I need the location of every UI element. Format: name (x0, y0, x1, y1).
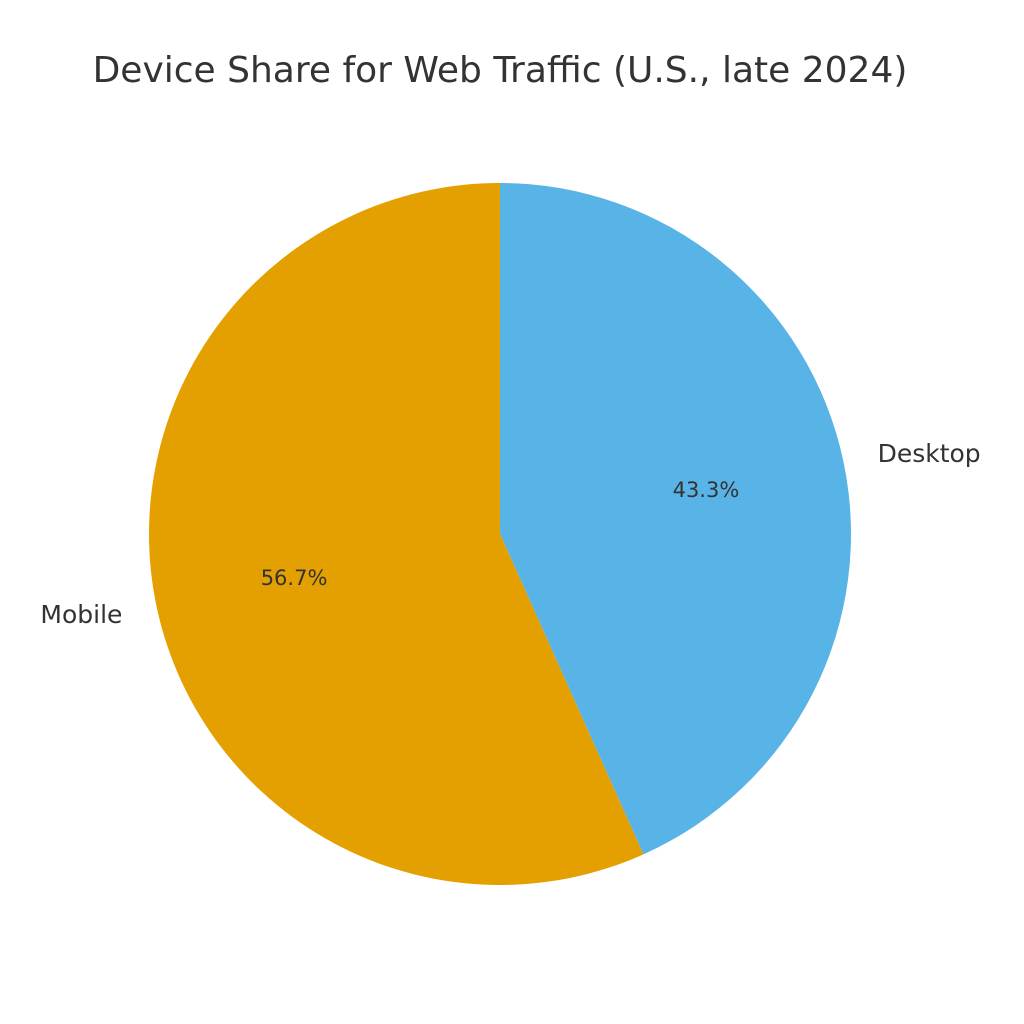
pct-label-desktop: 43.3% (673, 478, 740, 502)
category-label-mobile: Mobile (40, 600, 122, 629)
pie-slices (148, 183, 851, 885)
pie-labels: 43.3% Desktop 56.7% Mobile (40, 439, 980, 629)
pie-slice-desktop (500, 183, 851, 855)
chart-title: Device Share for Web Traffic (U.S., late… (93, 50, 908, 91)
pct-label-mobile: 56.7% (261, 566, 328, 590)
pie-slice-mobile (148, 183, 644, 885)
category-label-desktop: Desktop (878, 439, 981, 468)
